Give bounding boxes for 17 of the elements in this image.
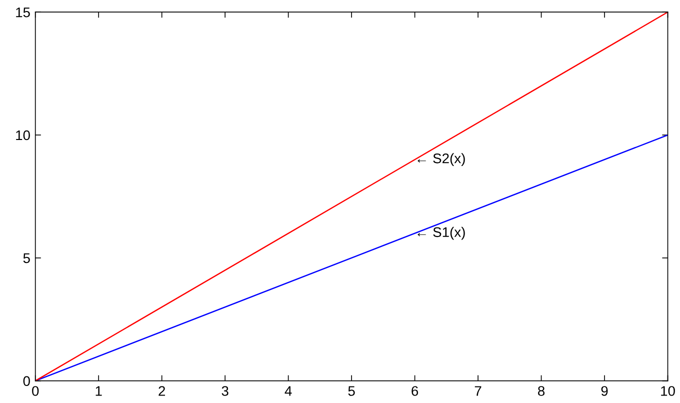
annotation: ← S2(x) <box>418 153 465 166</box>
x-tick-label: 9 <box>601 386 608 396</box>
x-tick-label: 3 <box>222 386 228 396</box>
x-tick-label: 0 <box>32 386 39 396</box>
x-tick-label: 6 <box>412 386 418 396</box>
x-tick-label: 5 <box>348 386 355 396</box>
annotation: ← S1(x) <box>418 226 465 240</box>
x-tick-label: 1 <box>96 386 102 396</box>
y-tick-label: 10 <box>16 130 30 140</box>
x-tick-label: 7 <box>474 386 482 396</box>
x-tick-label: 10 <box>661 386 675 396</box>
y-tick-label: 0 <box>23 376 30 386</box>
x-tick-label: 4 <box>284 386 292 396</box>
x-tick-label: 8 <box>538 386 545 396</box>
y-tick-label: 15 <box>16 8 30 18</box>
x-tick-label: 2 <box>158 386 166 396</box>
y-tick-label: 5 <box>23 253 30 264</box>
